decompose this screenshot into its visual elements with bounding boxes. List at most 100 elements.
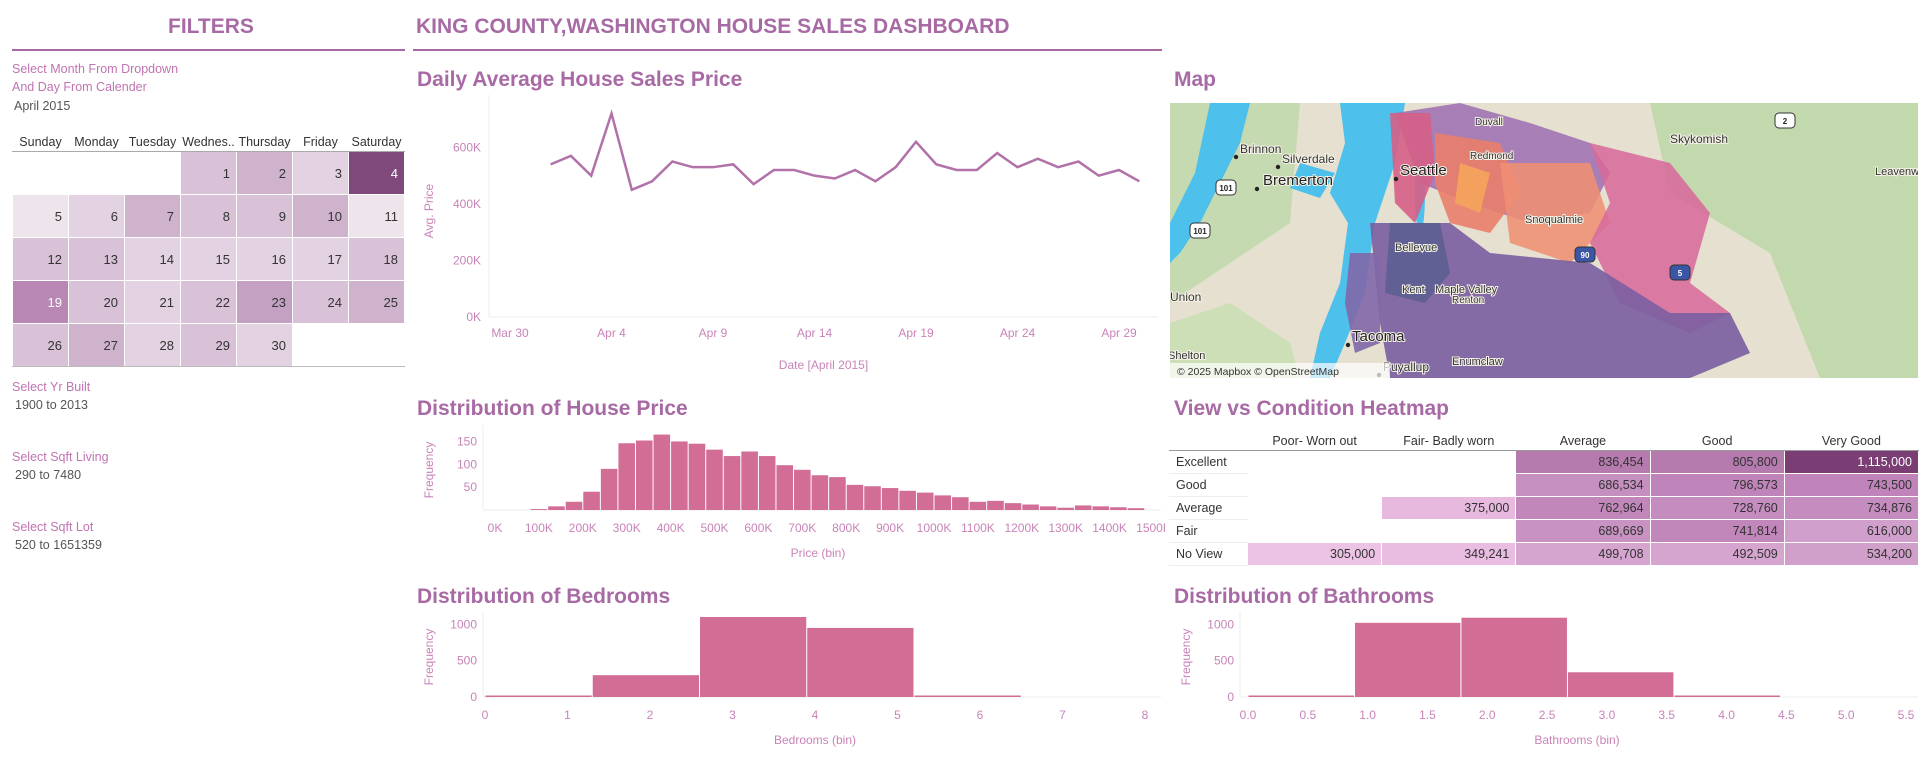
calendar-day-cell[interactable]: 23	[236, 280, 293, 324]
line-point[interactable]	[813, 174, 817, 178]
hist-bar[interactable]	[1004, 503, 1022, 510]
calendar-day-cell[interactable]: 1	[180, 151, 237, 195]
line-point[interactable]	[934, 162, 938, 166]
calendar-day-cell[interactable]: 3	[292, 151, 349, 195]
line-point[interactable]	[955, 168, 959, 172]
hist-bar[interactable]	[794, 469, 811, 510]
heatmap-cell[interactable]: 762,964	[1515, 496, 1651, 520]
sqft-lot-filter-value[interactable]: 520 to 1651359	[15, 538, 102, 552]
calendar-day-cell[interactable]: 15	[180, 237, 237, 281]
hist-bar[interactable]	[1092, 506, 1110, 510]
line-point[interactable]	[630, 188, 634, 192]
calendar-day-cell[interactable]: 11	[348, 194, 405, 238]
calendar-day-cell[interactable]: 2	[236, 151, 293, 195]
calendar-day-cell[interactable]: 25	[348, 280, 405, 324]
hist-bar[interactable]	[723, 456, 741, 510]
line-point[interactable]	[975, 168, 979, 172]
line-point[interactable]	[670, 160, 674, 164]
calendar-day-cell[interactable]: 29	[180, 323, 237, 367]
hist-bar[interactable]	[600, 468, 618, 510]
calendar-day-cell[interactable]: 5	[12, 194, 69, 238]
hist-bar[interactable]	[1039, 506, 1057, 510]
region-issaquah[interactable]	[1500, 163, 1610, 263]
hist-bar[interactable]	[952, 497, 969, 510]
region-vashon[interactable]	[1345, 253, 1380, 353]
hist-bar[interactable]	[881, 488, 899, 510]
hist-bar[interactable]	[653, 434, 671, 510]
region-south[interactable]	[1370, 223, 1750, 378]
heatmap-cell[interactable]: 689,669	[1515, 519, 1651, 543]
line-point[interactable]	[650, 179, 654, 183]
bin-bar[interactable]	[1674, 695, 1780, 698]
line-point[interactable]	[691, 165, 695, 169]
calendar-day-cell[interactable]: 28	[124, 323, 181, 367]
calendar-day-cell[interactable]: 26	[12, 323, 69, 367]
heatmap-cell[interactable]: 743,500	[1783, 473, 1920, 497]
hist-bar[interactable]	[829, 477, 846, 510]
heatmap-cell[interactable]: 728,760	[1649, 496, 1785, 520]
daily-price-line-chart[interactable]: 0K 200K 400K 600K Mar 30 Apr 4 Apr 9 Apr 14 Apr …	[413, 95, 1165, 375]
calendar-day-cell[interactable]: 17	[292, 237, 349, 281]
calendar-day-cell[interactable]: 8	[180, 194, 237, 238]
hist-bar[interactable]	[565, 501, 583, 510]
hist-bar[interactable]	[1110, 507, 1127, 510]
hist-bar[interactable]	[864, 486, 881, 510]
heatmap-cell[interactable]: 375,000	[1381, 496, 1517, 520]
line-point[interactable]	[792, 168, 796, 172]
bin-bar[interactable]	[914, 695, 1021, 698]
calendar-day-cell[interactable]: 4	[348, 151, 405, 195]
calendar-day-cell[interactable]: 12	[12, 237, 69, 281]
bin-bar[interactable]	[1248, 695, 1354, 698]
line-point[interactable]	[711, 165, 715, 169]
bin-bar[interactable]	[807, 627, 914, 697]
heatmap-cell[interactable]: 492,509	[1649, 542, 1785, 566]
line-point[interactable]	[914, 140, 918, 144]
calendar-day-cell[interactable]: 14	[124, 237, 181, 281]
line-point[interactable]	[833, 176, 837, 180]
bin-bar[interactable]	[485, 695, 592, 698]
hist-bar[interactable]	[688, 443, 706, 510]
hist-bar[interactable]	[548, 506, 565, 510]
line-point[interactable]	[772, 168, 776, 172]
calendar-day-cell[interactable]: 16	[236, 237, 293, 281]
calendar-day-cell[interactable]: 19	[12, 280, 69, 324]
line-point[interactable]	[1076, 160, 1080, 164]
line-point[interactable]	[1016, 165, 1020, 169]
hist-bar[interactable]	[987, 500, 1004, 510]
calendar-day-cell[interactable]: 9	[236, 194, 293, 238]
bathrooms-histogram[interactable]: 0 500 1000 0.0 0.5 1.0 1.5 2.0 2.5 3.0 3.5 4.0 4.5 5.…	[1170, 612, 1922, 752]
heatmap-cell[interactable]: 836,454	[1515, 450, 1651, 474]
day-calendar[interactable]: Sunday Monday Tuesday Wednes.. Thursday Frida…	[12, 133, 405, 367]
hist-bar[interactable]	[671, 441, 688, 510]
calendar-day-cell[interactable]: 20	[68, 280, 125, 324]
bin-bar[interactable]	[592, 675, 699, 697]
calendar-day-cell[interactable]: 27	[68, 323, 125, 367]
sqft-living-filter-value[interactable]: 290 to 7480	[15, 468, 82, 482]
hist-bar[interactable]	[635, 440, 653, 510]
hist-bar[interactable]	[1022, 504, 1039, 510]
line-point[interactable]	[1117, 168, 1121, 172]
hist-bar[interactable]	[934, 495, 952, 510]
line-point[interactable]	[752, 182, 756, 186]
line-point[interactable]	[1097, 174, 1101, 178]
heatmap-cell[interactable]: 796,573	[1649, 473, 1785, 497]
heatmap-cell[interactable]: 734,876	[1783, 496, 1920, 520]
heatmap-cell[interactable]: 805,800	[1649, 450, 1785, 474]
hist-bar[interactable]	[776, 465, 794, 510]
bin-bar[interactable]	[700, 617, 807, 697]
bin-bar[interactable]	[1354, 622, 1461, 697]
hist-bar[interactable]	[1074, 505, 1092, 510]
bedrooms-histogram[interactable]: 0 500 1000 0 1 2 3 4 5 6 7 8 Frequency Bedrooms (bin)	[413, 612, 1165, 752]
calendar-day-cell[interactable]: 13	[68, 237, 125, 281]
line-point[interactable]	[1056, 165, 1060, 169]
hist-bar[interactable]	[846, 484, 864, 510]
line-point[interactable]	[853, 168, 857, 172]
hist-bar[interactable]	[618, 443, 635, 510]
region-redmond[interactable]	[1455, 163, 1490, 213]
heatmap-cell[interactable]: 534,200	[1783, 542, 1920, 566]
heatmap-cell[interactable]: 499,708	[1515, 542, 1651, 566]
map-attribution[interactable]: © 2025 Mapbox © OpenStreetMap	[1177, 366, 1339, 378]
line-point[interactable]	[610, 111, 614, 115]
